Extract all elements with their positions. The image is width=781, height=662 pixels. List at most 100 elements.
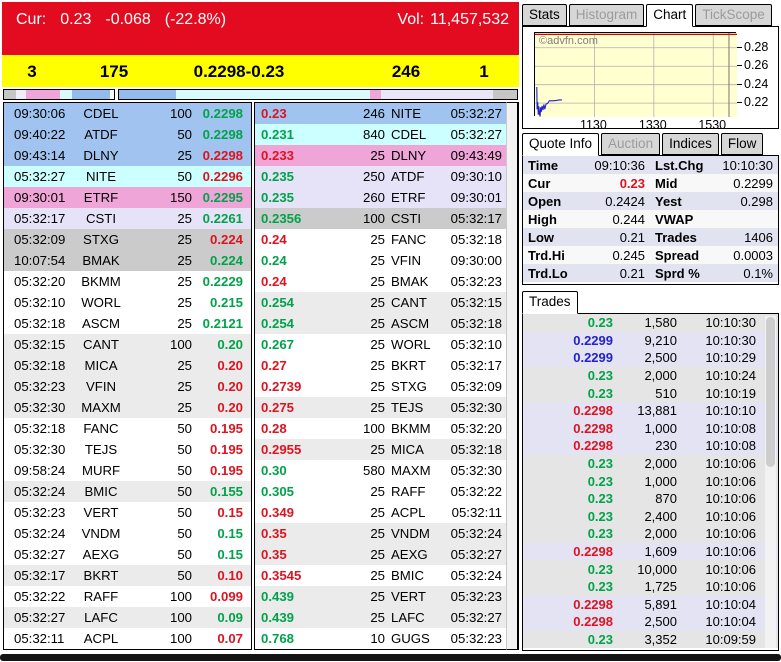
bid-row[interactable]: 05:32:20 BKMM 25 0.2229 bbox=[4, 271, 251, 292]
bid-row[interactable]: 05:32:30 MAXM 25 0.20 bbox=[4, 397, 251, 418]
trade-row[interactable]: 0.23 2,000 10:10:24 bbox=[523, 366, 778, 385]
ask-row[interactable]: 0.2356 100 CSTI 05:32:17 bbox=[255, 208, 518, 229]
quote-label: Low bbox=[528, 229, 554, 245]
tab-flow[interactable]: Flow bbox=[720, 133, 764, 155]
bid-row[interactable]: 05:32:27 AEXG 50 0.15 bbox=[4, 544, 251, 565]
ask-row[interactable]: 0.254 25 CANT 05:32:15 bbox=[255, 292, 518, 313]
trade-row[interactable]: 0.2299 9,210 10:10:30 bbox=[523, 331, 778, 350]
trade-row[interactable]: 0.23 3,352 10:09:59 bbox=[523, 630, 778, 649]
ask-row[interactable]: 0.233 25 DLNY 09:43:49 bbox=[255, 145, 518, 166]
bid-total-size: 175 bbox=[99, 62, 129, 81]
trade-row[interactable]: 0.23 1,580 10:10:30 bbox=[523, 314, 778, 332]
ask-row[interactable]: 0.349 25 ACPL 05:32:11 bbox=[255, 502, 518, 523]
bid-row[interactable]: 05:32:24 BMIC 50 0.155 bbox=[4, 481, 251, 502]
bid-row[interactable]: 05:32:15 CANT 100 0.20 bbox=[4, 334, 251, 355]
ask-size: 25 bbox=[370, 568, 385, 583]
ask-row[interactable]: 0.24 25 BMAK 05:32:23 bbox=[255, 271, 518, 292]
bid-row[interactable]: 05:32:10 WORL 25 0.215 bbox=[4, 292, 251, 313]
trade-time: 10:09:59 bbox=[705, 631, 756, 647]
trade-row[interactable]: 0.2298 2,500 10:10:04 bbox=[523, 613, 778, 631]
trade-row[interactable]: 0.2298 5,891 10:10:04 bbox=[523, 595, 778, 614]
bid-row[interactable]: 05:32:23 VFIN 25 0.20 bbox=[4, 376, 251, 397]
trade-row[interactable]: 0.23 10,000 10:10:06 bbox=[523, 560, 778, 578]
ask-price: 0.233 bbox=[261, 148, 295, 163]
ask-row[interactable]: 0.439 25 LAFC 05:32:27 bbox=[255, 607, 518, 628]
bid-row[interactable]: 05:32:30 TEJS 50 0.195 bbox=[4, 439, 251, 460]
bid-row[interactable]: 09:40:22 ATDF 50 0.2298 bbox=[4, 124, 251, 145]
ask-price: 0.27 bbox=[261, 358, 287, 373]
chart-tab-strip: Stats Histogram Chart TickScope bbox=[522, 4, 772, 27]
quote-value: 0.21 bbox=[619, 229, 645, 245]
ask-row[interactable]: 0.235 250 ATDF 09:30:10 bbox=[255, 166, 518, 187]
trades-scrollbar-thumb[interactable] bbox=[766, 317, 775, 467]
bid-row[interactable]: 09:43:14 DLNY 25 0.2298 bbox=[4, 145, 251, 166]
window-bottom-bar bbox=[0, 654, 781, 661]
ask-row[interactable]: 0.2739 25 STXG 05:32:09 bbox=[255, 376, 518, 397]
trade-row[interactable]: 0.2298 1,609 10:10:06 bbox=[523, 542, 778, 561]
ask-row[interactable]: 0.267 25 WORL 05:32:10 bbox=[255, 334, 518, 355]
bid-size: 150 bbox=[169, 190, 192, 205]
bid-row[interactable]: 05:32:09 STXG 25 0.224 bbox=[4, 229, 251, 250]
bid-row[interactable]: 05:32:22 RAFF 100 0.099 bbox=[4, 586, 251, 607]
bid-mm-count: 3 bbox=[27, 62, 37, 81]
quote-info-row: Open 0.2424 Yest 0.298 bbox=[523, 192, 778, 210]
bid-row[interactable]: 05:32:23 VERT 50 0.15 bbox=[4, 502, 251, 523]
tab-indices[interactable]: Indices bbox=[662, 133, 719, 155]
ask-row[interactable]: 0.235 260 ETRF 09:30:01 bbox=[255, 187, 518, 208]
ask-row[interactable]: 0.2955 25 MICA 05:32:18 bbox=[255, 439, 518, 460]
ask-row[interactable]: 0.23 246 NITE 05:32:27 bbox=[255, 103, 518, 124]
bid-row[interactable]: 05:32:18 FANC 50 0.195 bbox=[4, 418, 251, 439]
tab-chart[interactable]: Chart bbox=[646, 4, 694, 27]
bid-price: 0.2229 bbox=[202, 274, 243, 289]
bid-row[interactable]: 09:30:06 CDEL 100 0.2298 bbox=[4, 103, 251, 124]
tab-auction[interactable]: Auction bbox=[601, 133, 661, 155]
ask-row[interactable]: 0.305 25 RAFF 05:32:22 bbox=[255, 481, 518, 502]
ask-row[interactable]: 0.35 25 VNDM 05:32:24 bbox=[255, 523, 518, 544]
trade-row[interactable]: 0.2299 2,500 10:10:29 bbox=[523, 349, 778, 367]
bid-market-maker: CDEL bbox=[83, 106, 119, 121]
ask-row[interactable]: 0.275 25 TEJS 05:32:30 bbox=[255, 397, 518, 418]
bid-row[interactable]: 05:32:17 CSTI 25 0.2261 bbox=[4, 208, 251, 229]
trade-price: 0.2299 bbox=[573, 350, 613, 366]
ask-row[interactable]: 0.35 25 AEXG 05:32:27 bbox=[255, 544, 518, 565]
bid-row[interactable]: 05:32:17 BKRT 50 0.10 bbox=[4, 565, 251, 586]
tab-histogram[interactable]: Histogram bbox=[568, 4, 645, 26]
trade-row[interactable]: 0.23 2,400 10:10:06 bbox=[523, 507, 778, 526]
bid-row[interactable]: 05:32:11 ACPL 100 0.07 bbox=[4, 628, 251, 649]
bid-row[interactable]: 09:58:24 MURF 50 0.195 bbox=[4, 460, 251, 481]
trade-row[interactable]: 0.23 2,000 10:10:06 bbox=[523, 525, 778, 543]
ask-row[interactable]: 0.254 25 ASCM 05:32:18 bbox=[255, 313, 518, 334]
bid-row[interactable]: 05:32:27 LAFC 100 0.09 bbox=[4, 607, 251, 628]
trade-row[interactable]: 0.23 2,000 10:10:06 bbox=[523, 454, 778, 473]
bid-row[interactable]: 09:30:01 ETRF 150 0.2295 bbox=[4, 187, 251, 208]
ask-row[interactable]: 0.24 25 FANC 05:32:18 bbox=[255, 229, 518, 250]
bid-row[interactable]: 05:32:18 MICA 25 0.20 bbox=[4, 355, 251, 376]
ask-row[interactable]: 0.30 580 MAXM 05:32:30 bbox=[255, 460, 518, 481]
ask-row[interactable]: 0.3545 25 BMIC 05:32:24 bbox=[255, 565, 518, 586]
trade-row[interactable]: 0.23 870 10:10:06 bbox=[523, 489, 778, 508]
ask-row[interactable]: 0.231 840 CDEL 05:32:27 bbox=[255, 124, 518, 145]
trade-row[interactable]: 0.23 510 10:10:19 bbox=[523, 384, 778, 402]
trade-row[interactable]: 0.2298 230 10:10:08 bbox=[523, 437, 778, 455]
trade-row[interactable]: 0.23 1,000 10:10:06 bbox=[523, 472, 778, 490]
ask-row[interactable]: 0.24 25 VFIN 09:30:00 bbox=[255, 250, 518, 271]
trades-scrollbar[interactable] bbox=[765, 316, 776, 648]
bid-row[interactable]: 05:32:27 NITE 50 0.2296 bbox=[4, 166, 251, 187]
ask-row[interactable]: 0.768 10 GUGS 05:32:23 bbox=[255, 628, 518, 649]
ask-time: 09:43:49 bbox=[450, 148, 502, 163]
ask-row[interactable]: 0.27 25 BKRT 05:32:17 bbox=[255, 355, 518, 376]
tab-stats[interactable]: Stats bbox=[522, 4, 567, 26]
ask-table-scrollbar[interactable] bbox=[506, 102, 518, 650]
ask-row[interactable]: 0.439 25 VERT 05:32:23 bbox=[255, 586, 518, 607]
bid-row[interactable]: 05:32:18 ASCM 25 0.2121 bbox=[4, 313, 251, 334]
tab-tickscope[interactable]: TickScope bbox=[695, 4, 772, 26]
trade-row[interactable]: 0.23 1,725 10:10:06 bbox=[523, 577, 778, 596]
trade-row[interactable]: 0.2298 1,000 10:10:08 bbox=[523, 419, 778, 438]
tab-quote-info[interactable]: Quote Info bbox=[522, 133, 600, 156]
bid-row[interactable]: 10:07:54 BMAK 25 0.224 bbox=[4, 250, 251, 271]
trade-row[interactable]: 0.2298 13,881 10:10:10 bbox=[523, 401, 778, 420]
tab-trades[interactable]: Trades bbox=[522, 291, 578, 314]
bid-size: 25 bbox=[177, 211, 192, 226]
bid-row[interactable]: 05:32:24 VNDM 50 0.15 bbox=[4, 523, 251, 544]
ask-row[interactable]: 0.28 100 BKMM 05:32:20 bbox=[255, 418, 518, 439]
